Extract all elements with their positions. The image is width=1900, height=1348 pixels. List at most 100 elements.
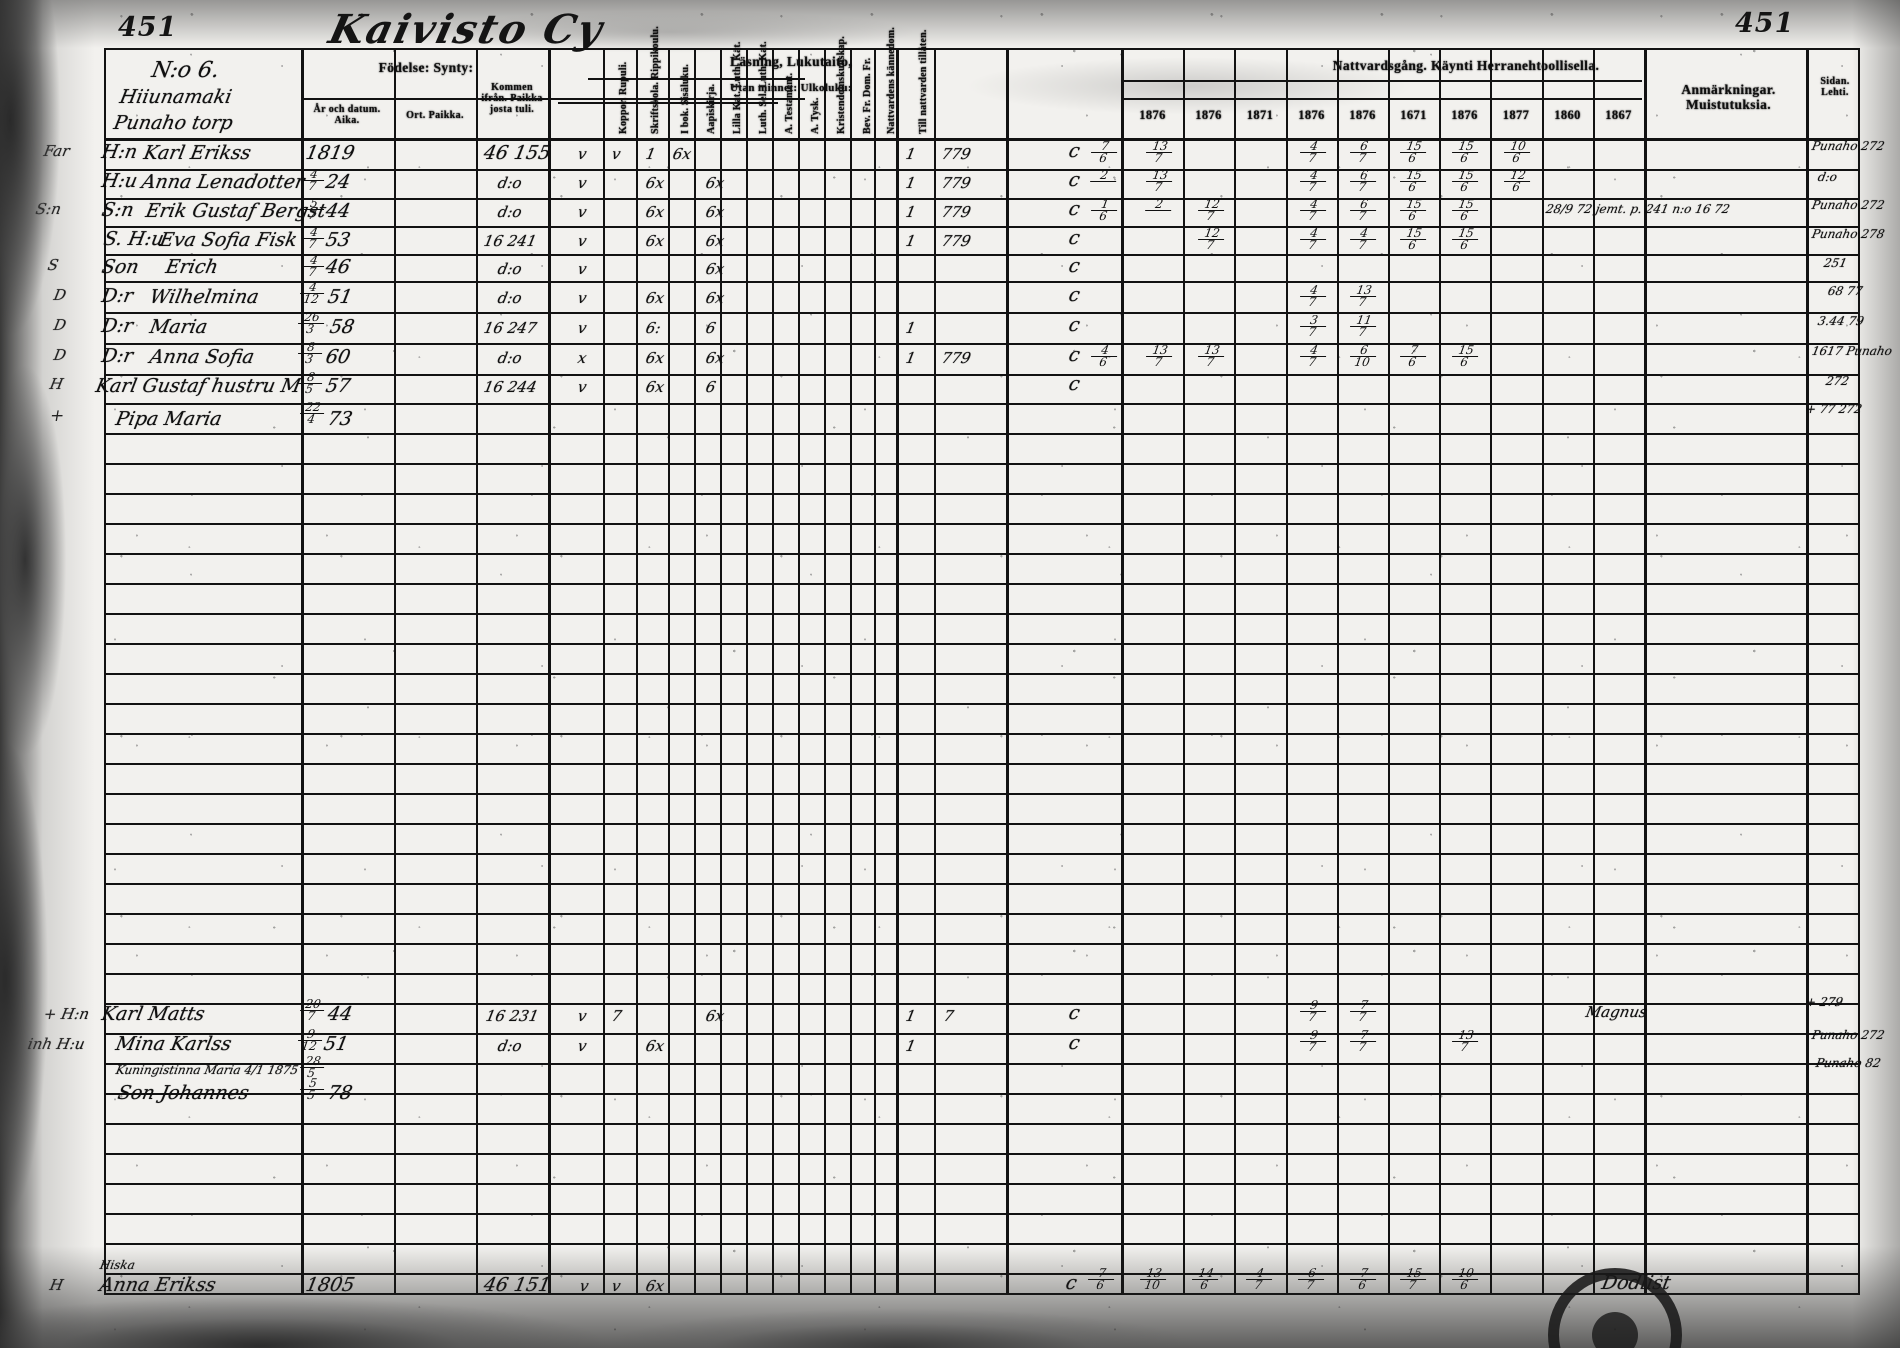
row-born-year: 73 <box>325 408 355 430</box>
page-number-right: 451 <box>1735 8 1795 39</box>
header-remarks: Anmärkningar. Muistutuksia. <box>1681 82 1776 113</box>
communion-entry: 11 7 <box>1348 313 1378 339</box>
farm-number: N:o 6. <box>149 58 222 83</box>
row-born-year: 53 <box>323 229 353 251</box>
col-rule-read-3 <box>720 50 722 1293</box>
header-born-place: Ort. Paikka. <box>406 110 464 121</box>
header-year-9: 1860 <box>1554 108 1581 122</box>
communion-entry: 2 <box>1145 197 1173 212</box>
row-rule-31 <box>106 1063 1858 1065</box>
communion-entry: 2 <box>1090 168 1118 183</box>
row-born-year: 57 <box>323 375 353 397</box>
row-moved-from: 16 244 <box>482 378 539 396</box>
communion-entry: 13 7 <box>1144 343 1174 369</box>
row-read-mark: 6x <box>704 203 726 221</box>
row-moved-from: d:o <box>496 260 524 278</box>
row-tillaten: 1 <box>904 174 918 192</box>
lower-row-vacc-mark: v <box>576 1037 589 1055</box>
row-born-frac: 22 4 <box>298 400 326 426</box>
row-name: Maria <box>147 316 210 338</box>
bottom-row-born-year: 1805 <box>303 1274 357 1296</box>
hdr-rule-reading-2 <box>558 102 778 104</box>
communion-entry: 15 6 <box>1398 226 1428 252</box>
row-born-year: 60 <box>323 346 353 368</box>
row-rule-32 <box>106 1093 1858 1095</box>
archive-stamp-icon <box>1548 1268 1682 1348</box>
row-page-from: 779 <box>940 203 973 221</box>
header-reading-sub: Utan minnet: Ulkoluku: <box>730 82 852 94</box>
row-communion-start: c <box>1066 344 1082 366</box>
row-rule-22 <box>106 793 1858 795</box>
row-rule-28 <box>106 973 1858 975</box>
col-rule-remarks <box>1806 50 1809 1293</box>
communion-entry: 13 7 <box>1450 1028 1480 1054</box>
row-rule-11 <box>106 463 1858 465</box>
row-rule-9 <box>106 403 1858 405</box>
col-rule-year-5 <box>1388 50 1390 1293</box>
lower-row-vacc-mark: v <box>576 1007 589 1025</box>
row-name: Eva Sofia Fisk <box>157 229 300 251</box>
lower-row-read-mark: 6x <box>644 1037 666 1055</box>
row-rule-30 <box>106 1033 1858 1035</box>
row-tillaten: 1 <box>904 145 918 163</box>
row-vacc-mark: v <box>576 145 589 163</box>
bottom-row-read-mark: 6x <box>644 1277 666 1295</box>
row-read-mark: 6: <box>644 319 663 337</box>
col-rule-year-1 <box>1183 50 1185 1293</box>
header-year-2: 1876 <box>1195 108 1222 122</box>
row-rule-27 <box>106 943 1858 945</box>
col-rule-year-4 <box>1337 50 1339 1293</box>
row-sidan: Punaho 272 <box>1810 198 1886 212</box>
row-communion-start: c <box>1066 169 1082 191</box>
communion-entry: 15 6 <box>1450 168 1480 194</box>
header-reading-group: Läsning, Lukutaito, <box>729 54 853 69</box>
lower-row-read-mark: 6x <box>704 1007 726 1025</box>
lower-row-name: Kuningistinna Maria 4/1 1875 <box>114 1063 300 1077</box>
row-moved-from: d:o <box>496 349 524 367</box>
row-rule-0 <box>106 138 1858 140</box>
col-rule-read-1 <box>668 50 670 1293</box>
row-rule-21 <box>106 763 1858 765</box>
row-born-frac: 4 12 <box>298 280 326 306</box>
row-name: Erich <box>163 256 221 278</box>
communion-entry: 15 6 <box>1450 343 1480 369</box>
row-vacc-mark: v <box>576 378 589 396</box>
row-sidan: + 77 272 <box>1804 402 1864 416</box>
communion-entry: 12 7 <box>1196 226 1226 252</box>
hdr-rule-born <box>301 98 805 100</box>
row-skrift-mark: v <box>610 145 623 163</box>
bottom-row-moved-from: 46 151 <box>481 1274 553 1296</box>
row-page-from: 779 <box>940 349 973 367</box>
communion-entry: 15 6 <box>1450 139 1480 165</box>
row-name: Karl Gustaf hustru M <box>93 375 303 397</box>
row-prefix: D:r <box>99 285 135 307</box>
header-confirmation: Skriftskola. Rippikoulu. <box>650 26 661 134</box>
row-rule-25 <box>106 883 1858 885</box>
row-read-mark: 6x <box>704 260 726 278</box>
col-rule-year-6 <box>1439 50 1441 1293</box>
row-rule-12 <box>106 493 1858 495</box>
communion-entry: 12 7 <box>1196 197 1226 223</box>
row-moved-from: 16 247 <box>482 319 539 337</box>
header-reading-6: A. Tysk. <box>810 97 821 134</box>
row-sidan: 1617 Punaho <box>1810 344 1894 358</box>
header-communion-group: Nattvardsgång. Käynti Herranehtoollisell… <box>1332 58 1600 73</box>
row-born-year: 46 <box>323 256 353 278</box>
communion-entry: 10 6 <box>1502 139 1532 165</box>
row-prefix: D:r <box>99 345 135 367</box>
lower-row-sidan: + 279 <box>1804 995 1845 1009</box>
row-moved-from: 16 241 <box>482 232 539 250</box>
row-rule-2 <box>106 198 1858 200</box>
row-rule-19 <box>106 703 1858 705</box>
lower-row-page-from: 7 <box>942 1007 956 1025</box>
row-rule-4 <box>106 254 1858 256</box>
row-read-mark: 6x <box>644 174 666 192</box>
col-rule-name <box>301 50 304 1293</box>
